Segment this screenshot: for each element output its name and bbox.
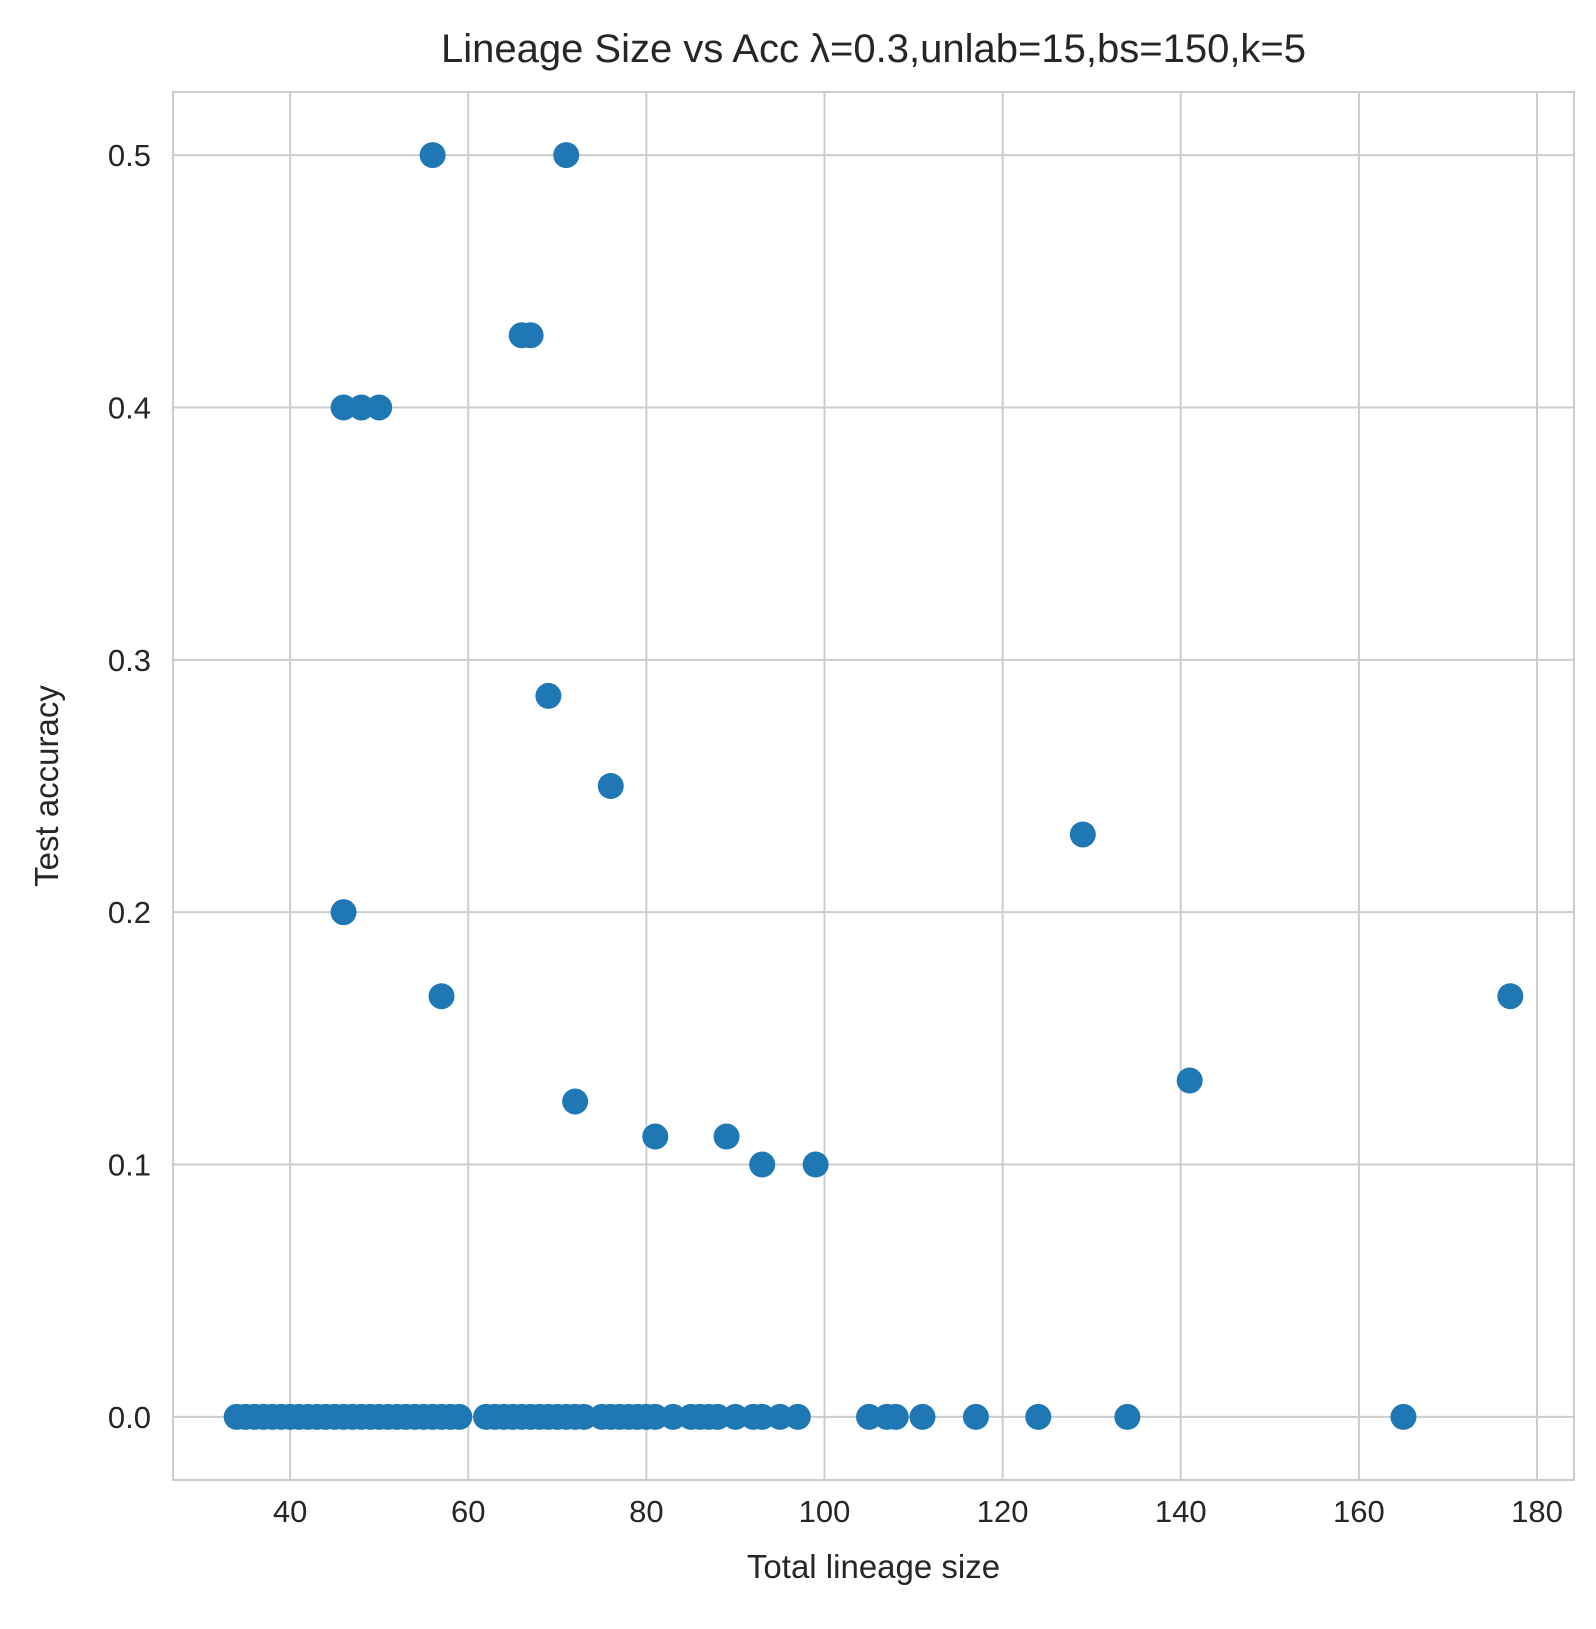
y-tick-label: 0.2 <box>108 895 151 930</box>
data-point <box>722 1403 749 1430</box>
data-point <box>330 899 357 926</box>
data-point <box>962 1403 989 1430</box>
x-tick-label: 180 <box>1511 1494 1563 1529</box>
x-tick-label: 160 <box>1333 1494 1385 1529</box>
data-point <box>704 1403 731 1430</box>
data-point <box>571 1403 598 1430</box>
data-point <box>713 1123 740 1150</box>
data-point <box>1497 983 1524 1010</box>
data-point <box>802 1151 829 1178</box>
y-tick-label: 0.3 <box>108 643 151 678</box>
y-axis-label: Test accuracy <box>28 685 65 887</box>
data-point <box>784 1403 811 1430</box>
data-point <box>1390 1403 1417 1430</box>
data-point <box>348 394 375 421</box>
data-point <box>642 1403 669 1430</box>
y-tick-labels: 0.0 0.1 0.2 0.3 0.4 0.5 <box>108 138 151 1435</box>
data-point <box>597 773 624 799</box>
data-point <box>366 394 393 421</box>
y-tick-label: 0.4 <box>108 390 151 425</box>
plot-frame <box>172 91 1575 1481</box>
x-tick-label: 120 <box>977 1494 1029 1529</box>
x-tick-label: 100 <box>799 1494 851 1529</box>
grid-lines <box>173 92 1574 1480</box>
data-point <box>1176 1067 1203 1094</box>
data-points <box>223 142 1524 1430</box>
data-point <box>766 1403 793 1430</box>
data-point <box>1114 1403 1141 1430</box>
data-point <box>882 1403 909 1430</box>
data-point <box>660 1403 687 1430</box>
x-tick-label: 80 <box>629 1494 663 1529</box>
data-point <box>1069 821 1096 848</box>
data-point <box>749 1151 776 1178</box>
data-point <box>330 394 357 421</box>
x-tick-labels: 40 60 80 100 120 140 160 180 <box>273 1494 1563 1529</box>
data-point <box>419 142 446 169</box>
data-point <box>517 322 544 349</box>
data-point <box>535 682 562 709</box>
data-point <box>856 1403 883 1430</box>
data-point <box>428 983 455 1010</box>
x-tick-label: 60 <box>451 1494 485 1529</box>
data-point <box>749 1403 776 1430</box>
data-point <box>1025 1403 1052 1430</box>
data-point <box>642 1123 669 1150</box>
data-point <box>446 1403 473 1430</box>
x-axis-label: Total lineage size <box>747 1548 1000 1585</box>
data-point <box>909 1403 936 1430</box>
data-point <box>553 142 580 169</box>
chart-title: Lineage Size vs Acc λ=0.3,unlab=15,bs=15… <box>441 27 1306 71</box>
y-tick-label: 0.1 <box>108 1148 151 1183</box>
x-tick-label: 140 <box>1155 1494 1207 1529</box>
data-point <box>562 1088 589 1115</box>
y-tick-label: 0.5 <box>108 138 151 173</box>
y-tick-label: 0.0 <box>108 1400 151 1435</box>
x-tick-label: 40 <box>273 1494 307 1529</box>
